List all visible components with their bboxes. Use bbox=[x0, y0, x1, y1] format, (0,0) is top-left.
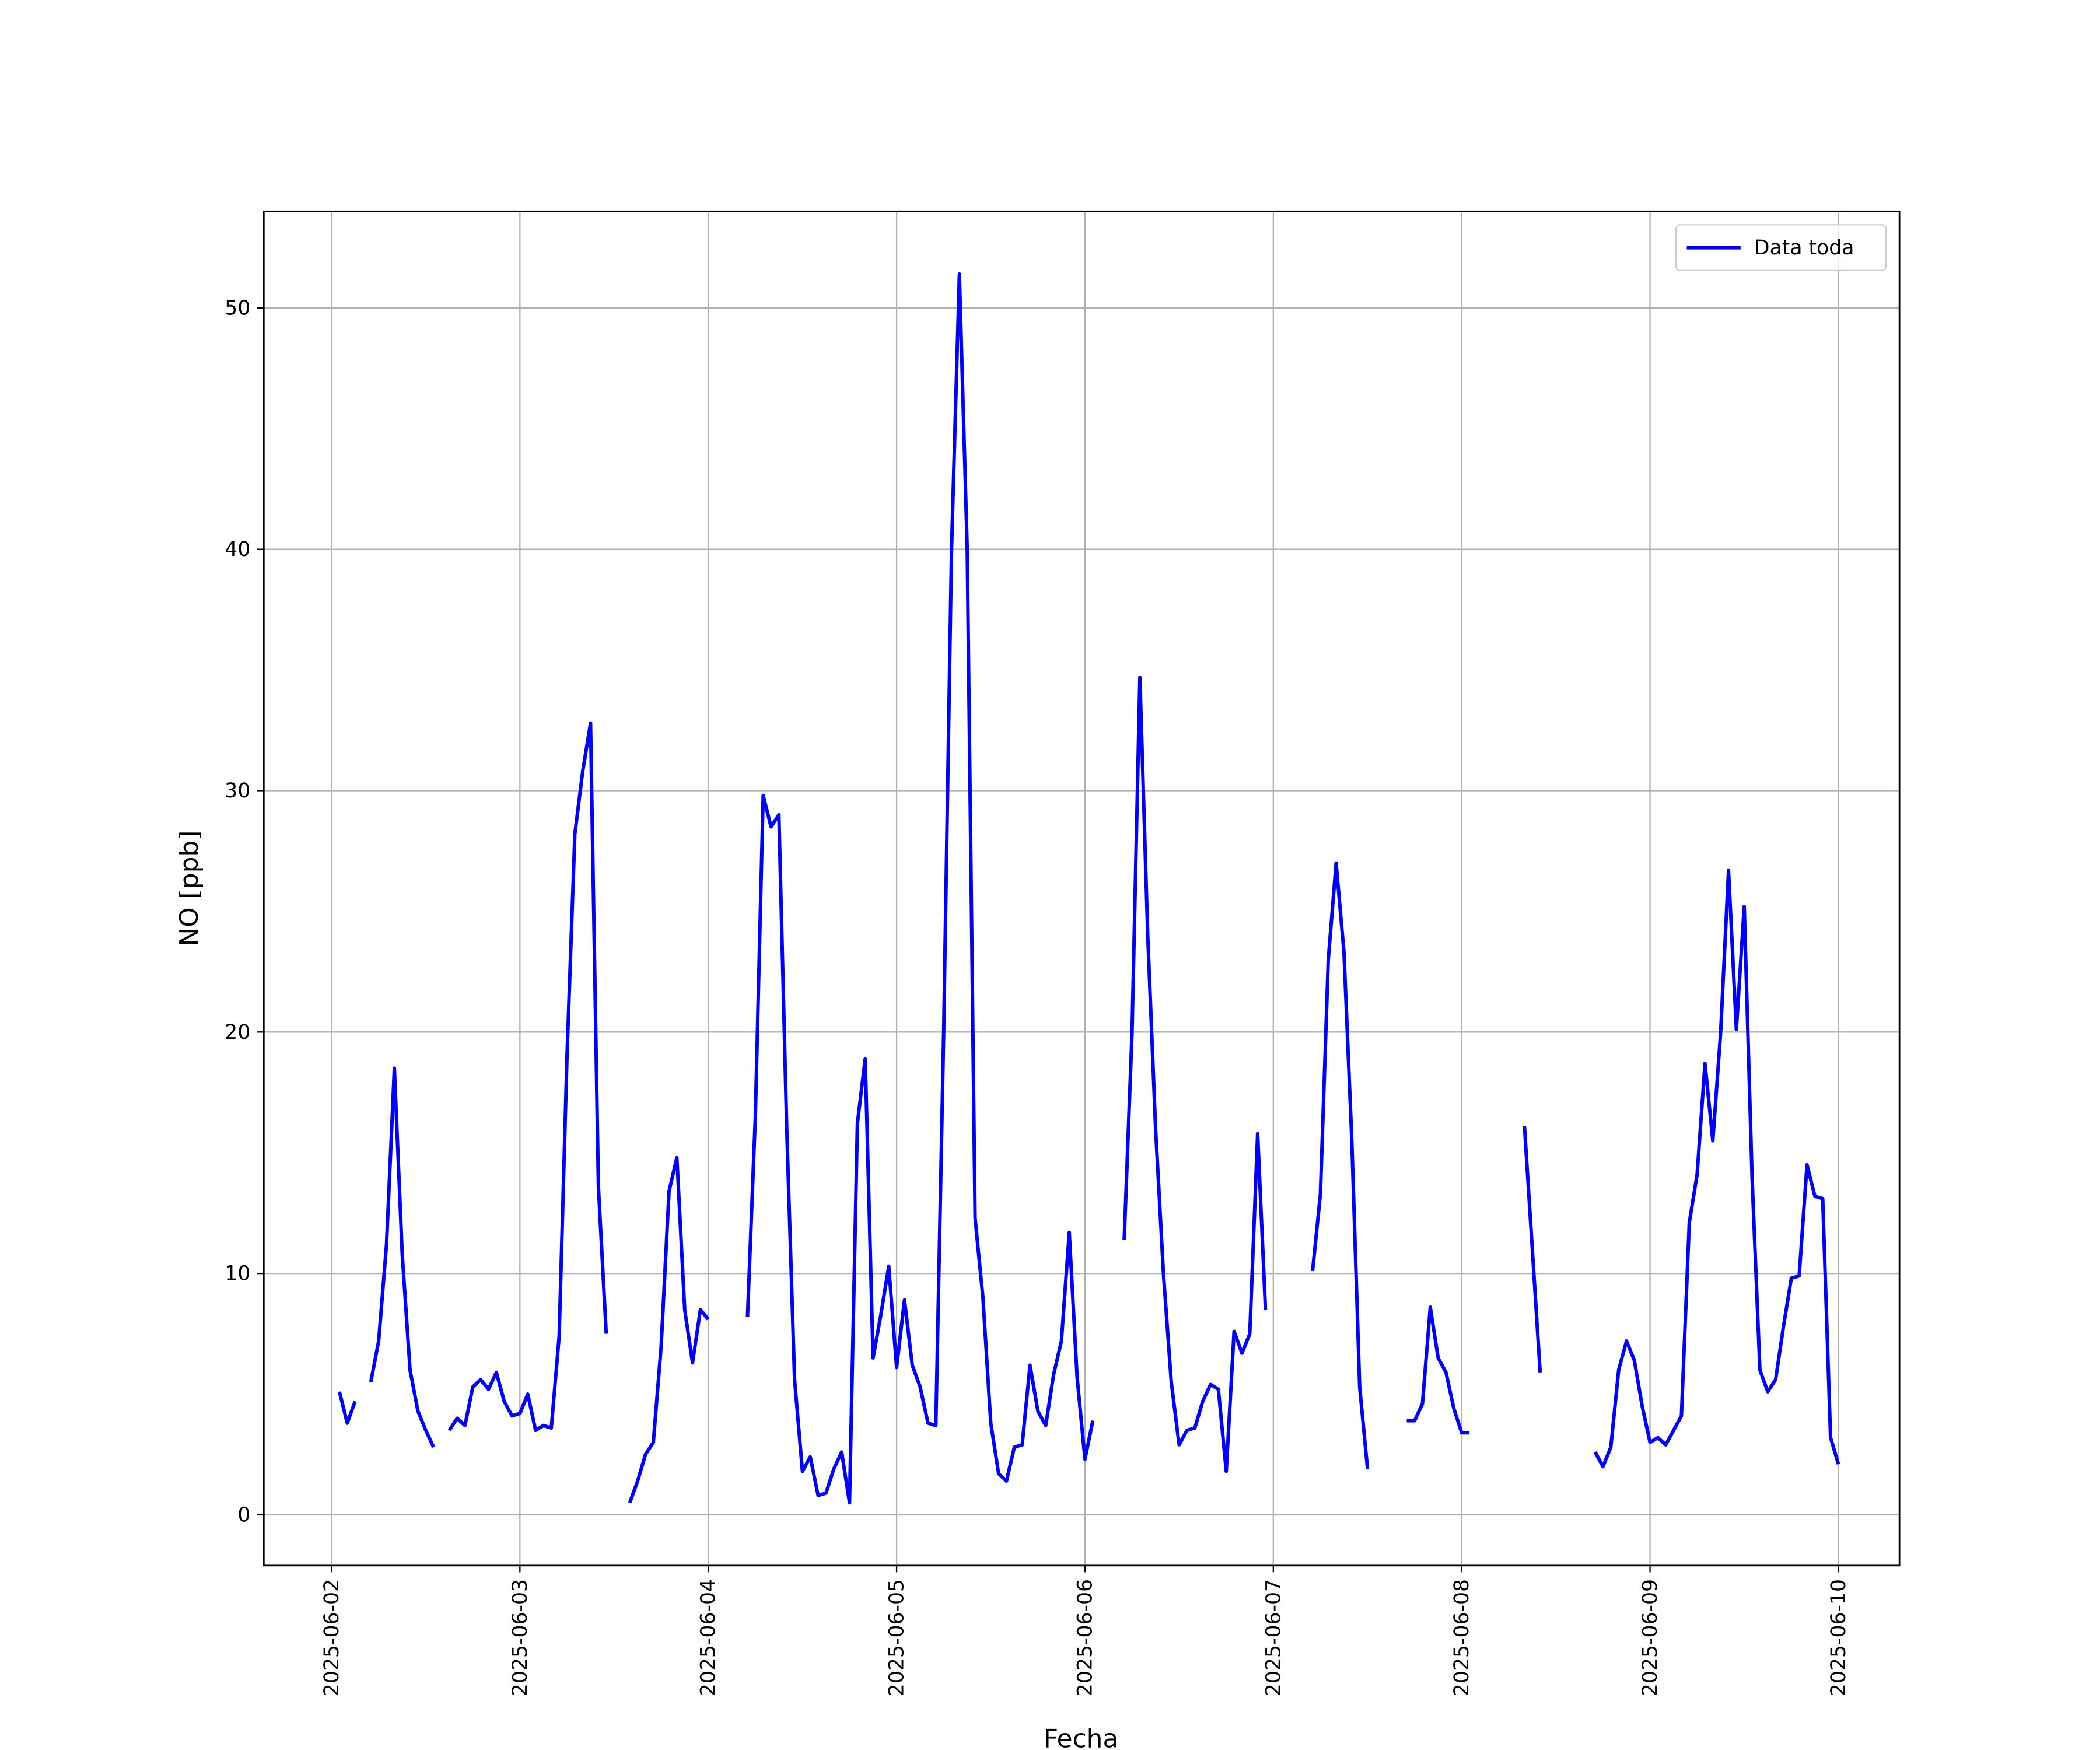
x-tick-label: 2025-06-07 bbox=[1262, 1579, 1285, 1696]
plot-frame bbox=[262, 210, 1901, 1567]
data-line bbox=[337, 272, 1840, 1505]
legend-label: Data toda bbox=[1754, 236, 1854, 260]
x-tick-label: 2025-06-04 bbox=[697, 1579, 720, 1696]
x-tick-label: 2025-06-02 bbox=[320, 1579, 344, 1696]
plot-data bbox=[337, 272, 1840, 1505]
y-tick-label: 40 bbox=[225, 538, 250, 561]
x-tick-label: 2025-06-03 bbox=[509, 1579, 532, 1696]
grid bbox=[264, 211, 1900, 1566]
y-tick-label: 20 bbox=[225, 1021, 250, 1044]
y-tick-label: 10 bbox=[225, 1262, 250, 1286]
x-tick-label: 2025-06-05 bbox=[886, 1579, 909, 1696]
legend-box bbox=[1675, 224, 1887, 271]
y-tick-label: 0 bbox=[237, 1503, 250, 1527]
x-tick-label: 2025-06-06 bbox=[1073, 1579, 1097, 1696]
y-tick-label: 50 bbox=[225, 296, 250, 320]
x-tick-label: 2025-06-08 bbox=[1450, 1579, 1474, 1696]
y-axis-label: NO [ppb] bbox=[174, 831, 204, 947]
x-tick-label: 2025-06-10 bbox=[1827, 1579, 1850, 1696]
x-axis-label: Fecha bbox=[1044, 1724, 1119, 1750]
x-tick-label: 2025-06-09 bbox=[1639, 1579, 1662, 1696]
y-tick-label: 30 bbox=[225, 779, 250, 803]
